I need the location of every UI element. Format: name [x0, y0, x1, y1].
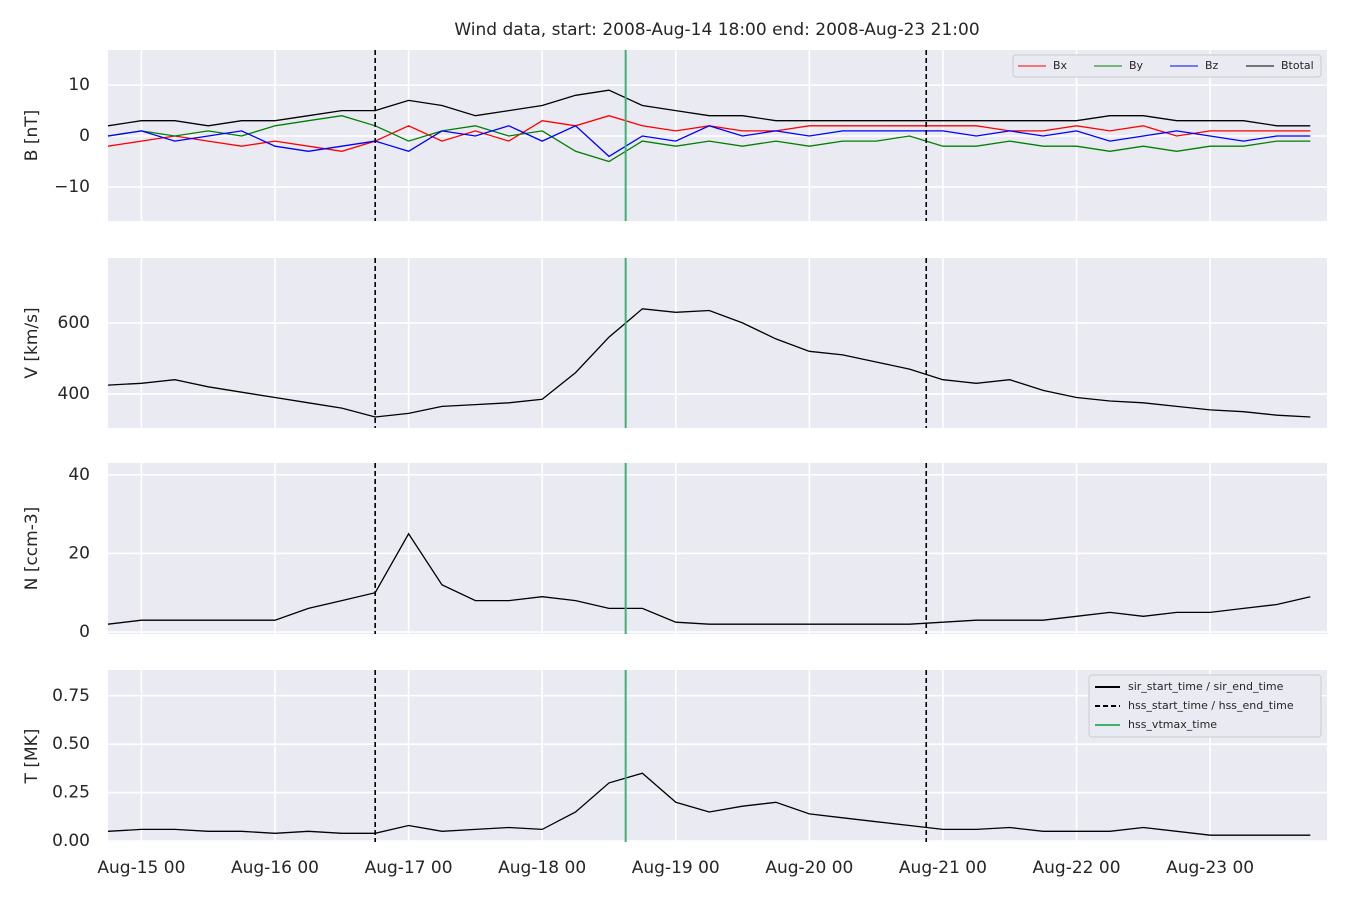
y-tick-label: 20: [68, 543, 90, 563]
legend-box: [1012, 54, 1322, 78]
legend: sir_start_time / sir_end_time hss_start_t…: [1088, 674, 1322, 738]
legend-label: Btotal: [1281, 59, 1314, 72]
legend: Bx By Bz Btotal: [1012, 54, 1322, 78]
data-line: [107, 308, 1311, 418]
legend-label: Bx: [1053, 59, 1068, 72]
y-axis-label: T [MK]: [22, 729, 42, 785]
data-line: [107, 125, 1311, 158]
x-tick-label: Aug-18 00: [498, 858, 586, 878]
x-tick-label: Aug-19 00: [632, 858, 720, 878]
y-tick-label: 0: [79, 622, 90, 642]
legend-label: hss_start_time / hss_end_time: [1128, 699, 1294, 712]
x-tick-label: Aug-15 00: [97, 858, 185, 878]
y-tick-label: 10: [68, 75, 90, 95]
legend-label: hss_vtmax_time: [1128, 718, 1217, 731]
plot-background: [108, 258, 1327, 428]
legend-label: sir_start_time / sir_end_time: [1128, 680, 1284, 693]
y-axis-label: V [km/s]: [22, 307, 42, 378]
x-tick-label: Aug-16 00: [231, 858, 319, 878]
x-tick-label: Aug-22 00: [1033, 858, 1121, 878]
y-tick-label: 40: [68, 465, 90, 485]
legend-box: [1088, 674, 1322, 738]
x-tick-label: Aug-21 00: [899, 858, 987, 878]
plot-background: [108, 463, 1327, 634]
y-tick-label: 600: [58, 313, 90, 333]
y-tick-label: 0.25: [52, 783, 90, 803]
y-tick-label: 0.00: [52, 831, 90, 851]
y-axis-label: N [ccm-3]: [22, 507, 42, 591]
y-tick-label: 400: [58, 384, 90, 404]
data-line: [107, 772, 1311, 836]
y-tick-label: −10: [54, 177, 90, 197]
data-line: [107, 532, 1311, 625]
x-tick-label: Aug-17 00: [365, 858, 453, 878]
y-tick-label: 0.75: [52, 686, 90, 706]
data-line: [107, 115, 1311, 163]
y-tick-label: 0: [79, 126, 90, 146]
y-axis-label: B [nT]: [22, 110, 42, 162]
legend-label: Bz: [1205, 59, 1219, 72]
x-tick-label: Aug-23 00: [1166, 858, 1254, 878]
legend-label: By: [1129, 59, 1144, 72]
figure-title: Wind data, start: 2008-Aug-14 18:00 end:…: [454, 20, 979, 40]
data-line: [107, 89, 1311, 127]
y-tick-label: 0.50: [52, 734, 90, 754]
x-tick-label: Aug-20 00: [765, 858, 853, 878]
